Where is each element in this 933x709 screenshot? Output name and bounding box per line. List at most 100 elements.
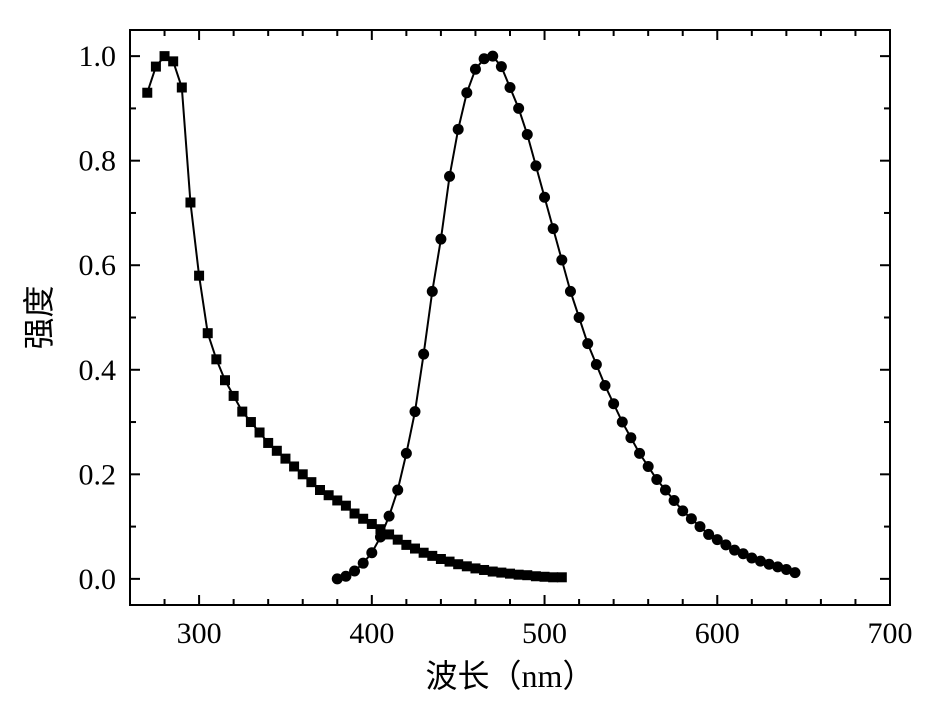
y-axis-label: 强度 bbox=[21, 285, 57, 349]
marker-squares bbox=[211, 354, 221, 364]
y-tick-label: 0.2 bbox=[79, 458, 117, 491]
marker-squares bbox=[237, 407, 247, 417]
y-tick-label: 0.4 bbox=[79, 354, 117, 387]
marker-squares bbox=[177, 83, 187, 93]
marker-squares bbox=[393, 535, 403, 545]
marker-circles bbox=[565, 286, 576, 297]
marker-squares bbox=[505, 569, 515, 579]
marker-squares bbox=[453, 559, 463, 569]
marker-squares bbox=[194, 271, 204, 281]
chart-container: 300 400 500 600 700 0.0 0.2 0.4 0.6 0.8 1.0 波长（nm） 强… bbox=[0, 0, 933, 709]
marker-circles bbox=[513, 103, 524, 114]
marker-circles bbox=[677, 505, 688, 516]
marker-squares bbox=[401, 540, 411, 550]
marker-circles bbox=[539, 192, 550, 203]
marker-squares bbox=[522, 570, 532, 580]
spectrum-chart: 300 400 500 600 700 0.0 0.2 0.4 0.6 0.8 1.0 波长（nm） 强… bbox=[0, 0, 933, 709]
marker-circles bbox=[530, 160, 541, 171]
marker-squares bbox=[185, 198, 195, 208]
marker-squares bbox=[419, 548, 429, 558]
y-tick-label: 0.8 bbox=[79, 145, 117, 178]
marker-squares bbox=[272, 446, 282, 456]
marker-squares bbox=[548, 572, 558, 582]
marker-squares bbox=[496, 568, 506, 578]
marker-squares bbox=[160, 51, 170, 61]
marker-squares bbox=[306, 477, 316, 487]
marker-squares bbox=[229, 391, 239, 401]
y-tick-label: 0.0 bbox=[79, 563, 117, 596]
marker-circles bbox=[651, 474, 662, 485]
x-tick-label: 300 bbox=[177, 617, 222, 650]
marker-circles bbox=[358, 558, 369, 569]
marker-squares bbox=[557, 572, 567, 582]
marker-circles bbox=[790, 567, 801, 578]
marker-circles bbox=[505, 82, 516, 93]
marker-circles bbox=[435, 234, 446, 245]
marker-squares bbox=[298, 469, 308, 479]
marker-squares bbox=[220, 375, 230, 385]
x-tick-label: 400 bbox=[349, 617, 394, 650]
marker-circles bbox=[582, 338, 593, 349]
marker-squares bbox=[540, 572, 550, 582]
marker-squares bbox=[445, 557, 455, 567]
marker-circles bbox=[522, 129, 533, 140]
x-axis-label: 波长（nm） bbox=[426, 658, 595, 694]
marker-circles bbox=[496, 61, 507, 72]
marker-circles bbox=[392, 485, 403, 496]
marker-circles bbox=[418, 349, 429, 360]
marker-circles bbox=[366, 547, 377, 558]
y-tick-label: 0.6 bbox=[79, 249, 117, 282]
marker-squares bbox=[436, 554, 446, 564]
marker-squares bbox=[488, 567, 498, 577]
marker-squares bbox=[332, 495, 342, 505]
marker-circles bbox=[384, 511, 395, 522]
x-tick-label: 700 bbox=[868, 617, 913, 650]
marker-squares bbox=[350, 509, 360, 519]
marker-squares bbox=[151, 62, 161, 72]
marker-squares bbox=[263, 438, 273, 448]
marker-squares bbox=[514, 570, 524, 580]
marker-squares bbox=[358, 514, 368, 524]
marker-circles bbox=[608, 398, 619, 409]
x-tick-label: 600 bbox=[695, 617, 740, 650]
series-line-circles bbox=[337, 56, 795, 579]
marker-circles bbox=[375, 532, 386, 543]
marker-squares bbox=[462, 561, 472, 571]
marker-circles bbox=[686, 513, 697, 524]
marker-circles bbox=[461, 87, 472, 98]
marker-squares bbox=[168, 56, 178, 66]
marker-circles bbox=[660, 485, 671, 496]
marker-circles bbox=[410, 406, 421, 417]
marker-circles bbox=[625, 432, 636, 443]
marker-circles bbox=[548, 223, 559, 234]
y-tick-label: 1.0 bbox=[79, 40, 117, 73]
marker-circles bbox=[444, 171, 455, 182]
marker-squares bbox=[410, 544, 420, 554]
marker-squares bbox=[531, 571, 541, 581]
marker-squares bbox=[470, 563, 480, 573]
marker-circles bbox=[617, 417, 628, 428]
marker-squares bbox=[341, 501, 351, 511]
marker-squares bbox=[289, 461, 299, 471]
marker-circles bbox=[669, 495, 680, 506]
marker-squares bbox=[427, 551, 437, 561]
marker-circles bbox=[470, 64, 481, 75]
series-line-squares bbox=[147, 56, 562, 577]
x-tick-label: 500 bbox=[522, 617, 567, 650]
marker-circles bbox=[453, 124, 464, 135]
marker-squares bbox=[255, 428, 265, 438]
marker-squares bbox=[203, 328, 213, 338]
marker-squares bbox=[142, 88, 152, 98]
marker-circles bbox=[401, 448, 412, 459]
marker-circles bbox=[349, 566, 360, 577]
marker-circles bbox=[427, 286, 438, 297]
marker-circles bbox=[556, 255, 567, 266]
marker-circles bbox=[487, 51, 498, 62]
marker-squares bbox=[246, 417, 256, 427]
marker-circles bbox=[574, 312, 585, 323]
marker-squares bbox=[367, 519, 377, 529]
marker-circles bbox=[591, 359, 602, 370]
marker-circles bbox=[634, 448, 645, 459]
marker-circles bbox=[695, 521, 706, 532]
marker-squares bbox=[479, 565, 489, 575]
